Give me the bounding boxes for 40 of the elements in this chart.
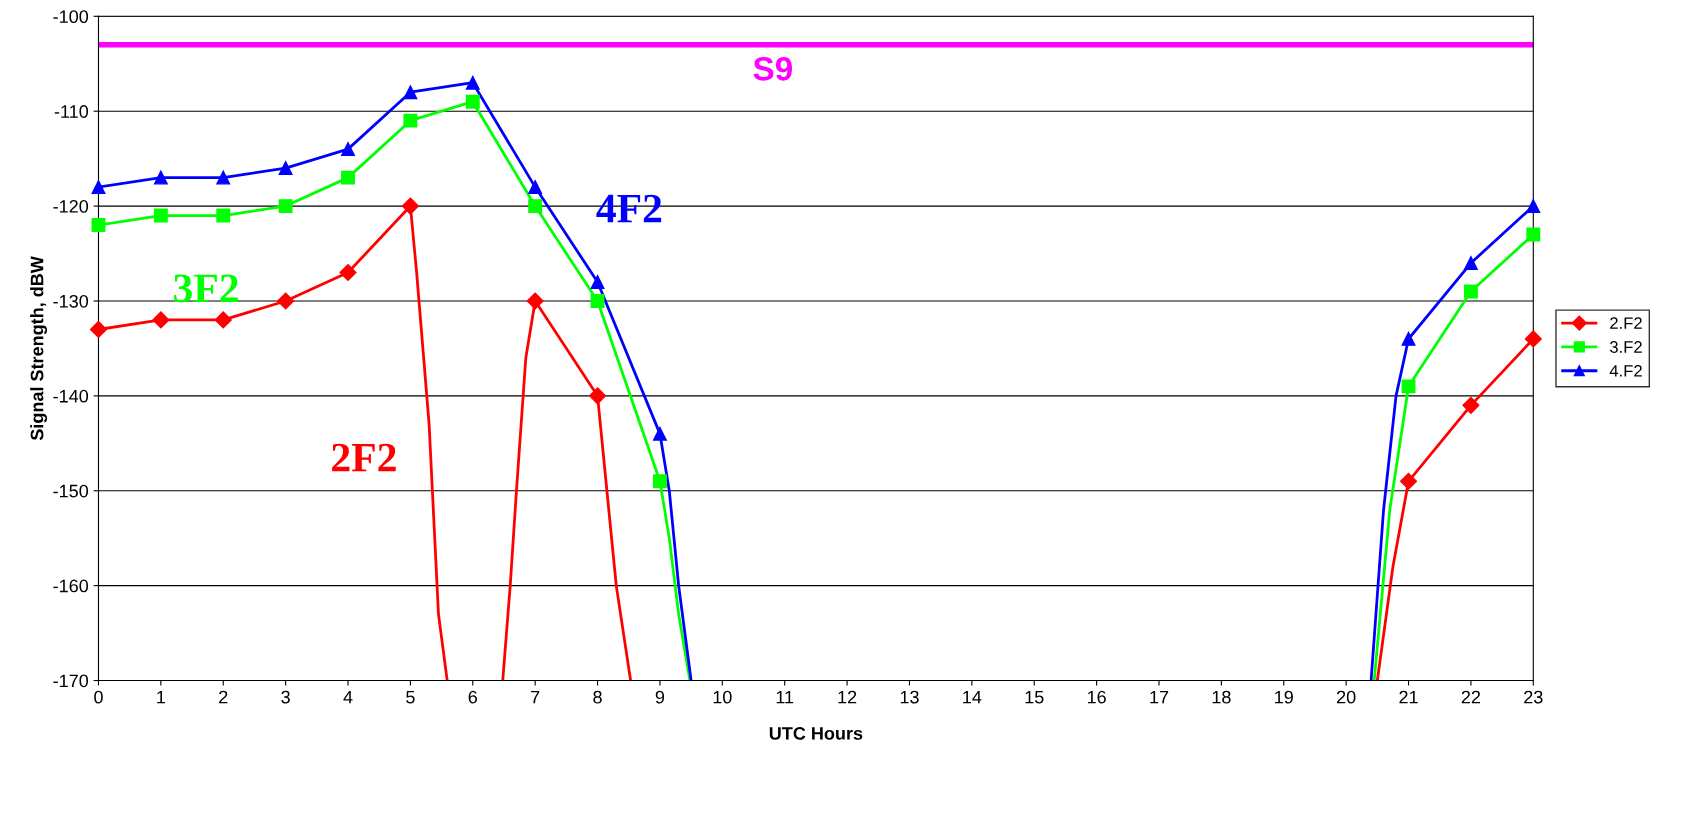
x-tick-label: 0 (94, 690, 103, 704)
x-tick-label: 10 (713, 690, 732, 704)
x-tick-label: 21 (1399, 690, 1418, 704)
y-tick-label: -150 (53, 484, 89, 498)
x-tick-label: 22 (1461, 690, 1481, 704)
x-tick-label: 6 (468, 690, 478, 704)
y-axis-title: Signal Strength, dBW (30, 256, 48, 441)
x-tick-label: 7 (531, 690, 540, 704)
y-tick-label: -160 (53, 579, 89, 593)
x-axis-title: UTC Hours (769, 727, 863, 740)
x-tick-label: 12 (838, 690, 857, 704)
x-tick-label: 17 (1150, 690, 1169, 704)
x-tick-label: 18 (1212, 690, 1231, 704)
x-tick-label: 11 (776, 690, 794, 704)
y-tick-label: -140 (53, 389, 89, 403)
x-tick-label: 16 (1087, 690, 1106, 704)
legend-label: 2.F2 (1610, 317, 1642, 329)
x-tick-label: 13 (900, 690, 919, 704)
x-tick-label: 5 (406, 690, 415, 704)
ref-line-label: S9 (753, 57, 792, 81)
x-tick-label: 15 (1025, 690, 1044, 704)
y-tick-label: -170 (53, 674, 89, 688)
x-tick-label: 20 (1337, 690, 1356, 704)
legend-label: 3.F2 (1609, 341, 1642, 353)
x-tick-label: 2 (219, 690, 228, 704)
y-tick-label: -110 (54, 105, 89, 118)
x-tick-label: 23 (1524, 690, 1543, 704)
annotation: 3F2 (174, 274, 238, 303)
x-tick-label: 19 (1275, 690, 1293, 704)
x-tick-label: 9 (655, 690, 665, 704)
y-tick-label: -130 (53, 294, 89, 308)
annotation: 2F2 (332, 443, 396, 472)
legend-label: 4.F2 (1609, 364, 1642, 377)
x-tick-label: 8 (593, 690, 602, 704)
y-tick-label: -120 (53, 200, 89, 213)
x-tick-label: 1 (157, 690, 166, 704)
x-tick-label: 4 (343, 690, 353, 704)
y-tick-label: -100 (53, 10, 89, 24)
x-tick-label: 3 (281, 690, 290, 704)
x-tick-label: 14 (963, 690, 982, 704)
